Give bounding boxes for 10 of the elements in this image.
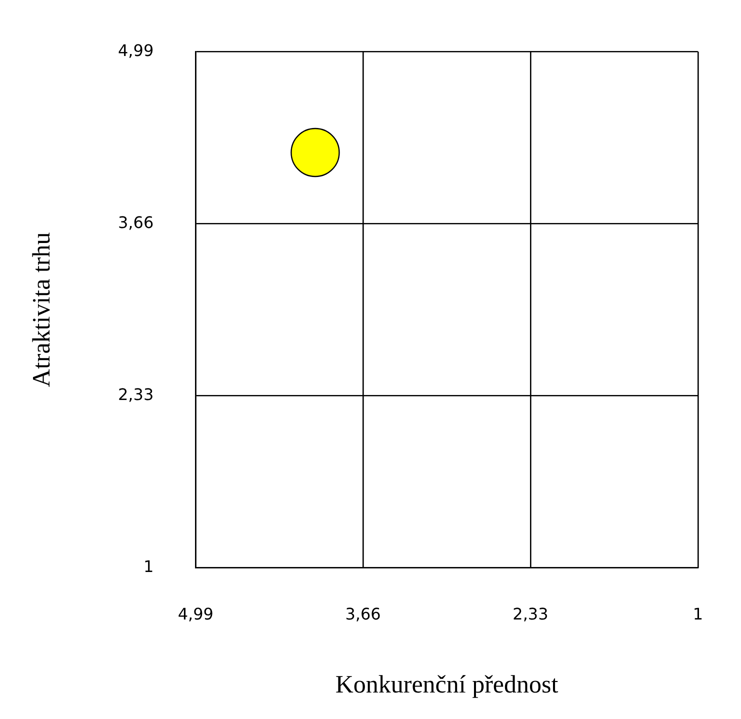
x-tick-label: 1 bbox=[692, 604, 704, 624]
x-tick-label: 4,99 bbox=[178, 604, 214, 624]
y-tick-label: 4,99 bbox=[118, 40, 154, 60]
x-axis-title: Konkurenční přednost bbox=[335, 672, 558, 699]
y-tick-label: 1 bbox=[143, 556, 154, 576]
y-tick-label: 2,33 bbox=[118, 384, 154, 404]
x-tick-label: 3,66 bbox=[345, 604, 381, 624]
y-tick-label: 3,66 bbox=[118, 212, 154, 232]
y-axis-title: Atraktivita trhu bbox=[28, 232, 56, 388]
x-tick-label: 2,33 bbox=[512, 604, 548, 624]
